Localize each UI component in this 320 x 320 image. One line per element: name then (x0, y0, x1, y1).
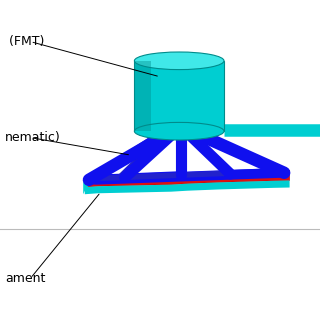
Polygon shape (83, 178, 99, 194)
Polygon shape (85, 180, 290, 194)
Ellipse shape (134, 122, 224, 140)
Bar (134, 61, 150, 131)
Text: (FMT): (FMT) (5, 35, 44, 48)
Text: nematic): nematic) (5, 131, 60, 144)
Polygon shape (85, 170, 290, 187)
Text: ament: ament (5, 272, 45, 285)
Ellipse shape (134, 52, 224, 70)
Bar (134, 61, 224, 131)
